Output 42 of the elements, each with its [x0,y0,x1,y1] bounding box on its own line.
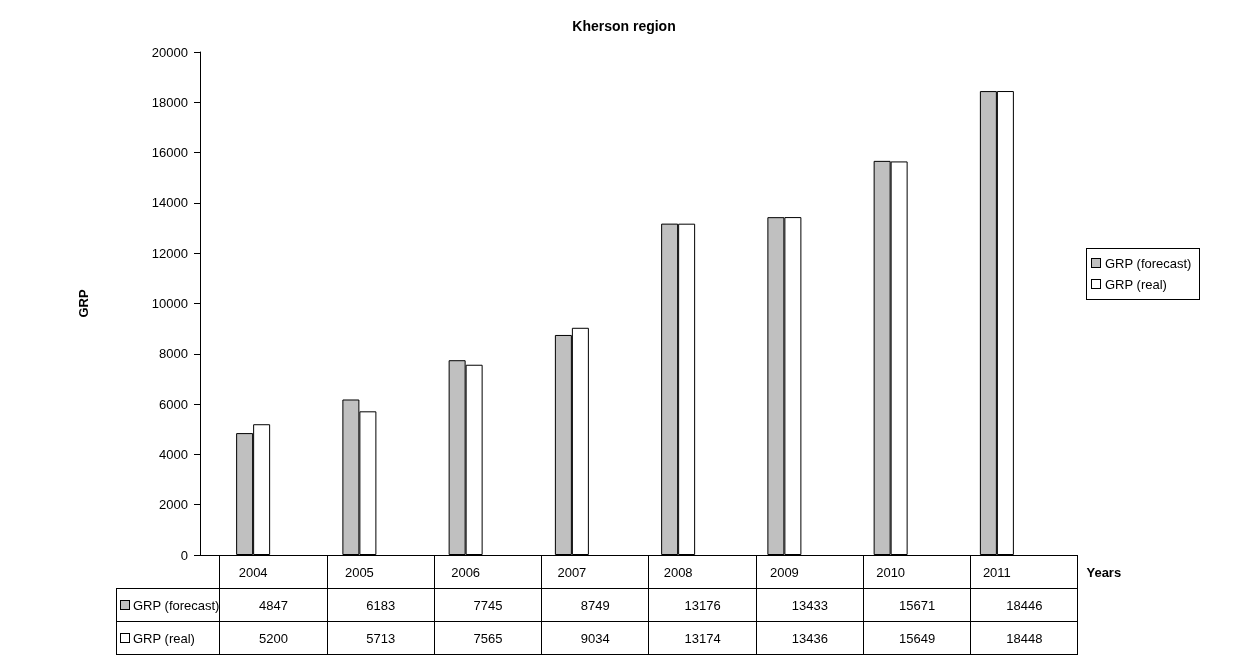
legend-label: GRP (forecast) [116,588,220,622]
x-tick-label: 2007 [557,565,587,580]
x-tick-label: 2005 [344,565,374,580]
x-tick-label: 2010 [876,565,906,580]
data-label: 6183 [327,588,435,622]
data-label: 15671 [863,588,971,622]
y-tick-label: 18000 [151,94,188,110]
data-label: 13433 [756,588,864,622]
data-label: 13176 [648,588,757,622]
legend-label: GRP (real) [1104,276,1168,294]
data-label: 7565 [434,621,542,655]
y-tick-label: 6000 [159,396,188,412]
data-label: 5713 [327,621,435,655]
y-tick-label: 8000 [159,346,188,362]
data-label: 8749 [541,588,649,622]
data-label: 18448 [970,621,1078,655]
x-tick-label: 2009 [769,565,799,580]
y-tick-label: 2000 [159,497,188,513]
x-tick-label: 2008 [663,565,693,580]
y-tick-label: 10000 [151,296,188,311]
y-axis-title: GRP [76,289,91,318]
y-tick-label: 16000 [151,145,188,161]
x-tick-label: 2006 [451,565,481,580]
text: GRP (real) [133,630,195,646]
data-label: 7745 [434,588,542,622]
y-tick-label: 14000 [151,195,188,211]
data-label: 13436 [756,621,864,655]
x-tick-label: 2004 [238,565,268,580]
x-tick-label: 2011 [982,565,1011,580]
text: GRP (forecast) [1105,256,1192,271]
data-label: 13174 [648,621,757,655]
chart-title: Kherson region [572,18,676,34]
y-tick-label: 12000 [151,245,188,261]
data-label: 18446 [970,588,1078,622]
data-label: 9034 [541,621,649,655]
y-tick-label: 20000 [151,44,188,60]
data-label: 4847 [219,588,328,622]
y-tick-label: 0 [180,547,188,563]
x-axis-title: Years [1077,555,1167,589]
y-tick-label: 4000 [159,446,188,462]
data-label: 5200 [219,621,328,655]
data-label: 15649 [863,621,971,655]
